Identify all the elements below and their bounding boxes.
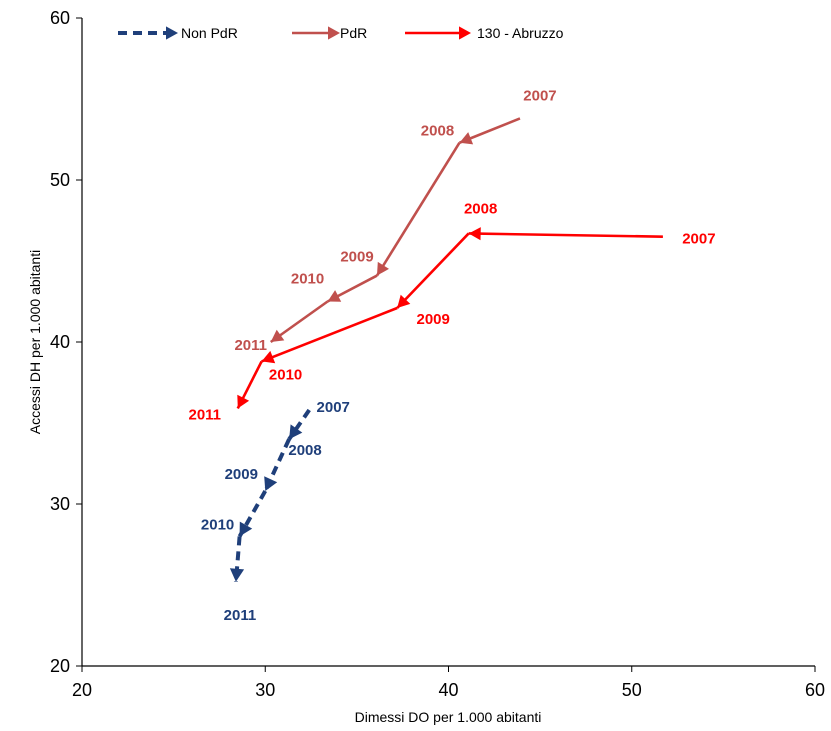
point-label: 2011 [188,406,221,423]
series-3 [236,227,663,410]
point-label: 2010 [269,366,302,383]
x-axis-label: Dimessi DO per 1.000 abitanti [355,709,542,725]
point-label: 2010 [201,516,234,533]
y-tick-label: 40 [50,332,70,352]
point-label: 2011 [234,337,267,354]
x-tick-label: 40 [438,680,458,700]
point-label: 2009 [340,249,373,266]
arrowhead [270,329,285,342]
series-segment [468,232,663,238]
point-label: 2007 [317,399,350,416]
series-segment [261,306,398,363]
point-label: 2008 [464,200,497,217]
x-tick-label: 50 [622,680,642,700]
legend-arrowhead [328,26,340,40]
y-tick-label: 30 [50,494,70,514]
legend-item: 130 - Abruzzo [405,25,564,41]
y-tick-label: 20 [50,656,70,676]
point-labels: 2007200820092010201120072008200920102011… [188,87,715,623]
y-tick-label: 60 [50,8,70,28]
legend-label: 130 - Abruzzo [477,25,564,41]
point-label: 2007 [523,87,556,104]
point-label: 2007 [682,231,715,248]
y-axis-label: Accessi DH per 1.000 abitanti [27,250,43,434]
legend-arrowhead [459,26,471,40]
series-segment [237,490,267,538]
arrowhead [237,394,250,409]
arrowhead [261,350,276,364]
arrowhead [289,424,303,440]
arrowhead [459,132,474,145]
series-layer [229,117,663,582]
arrowhead [264,476,278,491]
series-1 [229,408,311,582]
point-label: 2011 [224,607,257,624]
legend-label: Non PdR [181,25,238,41]
series-segment [396,232,470,309]
arrowhead [239,521,253,537]
legend-label: PdR [340,25,367,41]
axes: 20 30 40 50 60 20 30 40 50 60 [50,8,825,700]
arrowhead [327,290,342,302]
legend-item: Non PdR [118,25,238,41]
legend-item: PdR [292,25,367,41]
y-tick-label: 50 [50,170,70,190]
arrowhead [377,261,389,276]
series-segment [287,408,311,441]
point-label: 2008 [421,123,454,140]
point-label: 2009 [417,311,450,328]
point-label: 2008 [288,442,321,459]
legend: Non PdR PdR 130 - Abruzzo [118,25,564,41]
x-tick-label: 60 [805,680,825,700]
point-label: 2009 [225,466,258,483]
series-segment [375,142,461,277]
point-label: 2010 [291,271,324,288]
series-2 [269,117,521,344]
arrowhead [229,568,245,582]
legend-arrowhead [166,26,178,40]
arrowhead [468,227,481,241]
x-tick-label: 30 [255,680,275,700]
arrowhead [397,294,411,308]
x-tick-label: 20 [72,680,92,700]
